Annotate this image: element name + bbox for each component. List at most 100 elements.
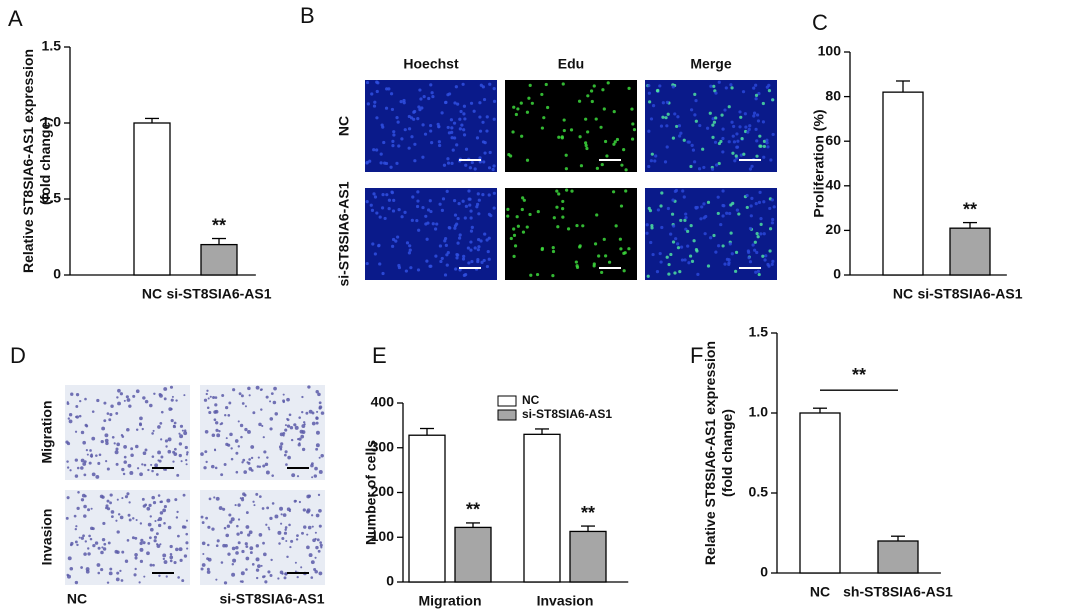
y-tick-label: 0	[833, 266, 841, 282]
cell	[175, 399, 178, 402]
cell	[761, 120, 766, 124]
cell	[479, 239, 483, 243]
cell	[463, 216, 467, 220]
cell	[235, 551, 239, 555]
cell	[208, 497, 212, 501]
cell	[249, 551, 253, 555]
cell	[756, 119, 761, 123]
cell	[546, 105, 550, 110]
cell	[721, 136, 725, 141]
cell	[271, 474, 274, 477]
cell	[141, 463, 144, 466]
cell	[452, 199, 457, 203]
cell	[373, 100, 377, 104]
cell	[402, 101, 406, 105]
cell	[384, 106, 389, 110]
cell	[721, 189, 725, 193]
cell	[477, 237, 481, 242]
cell	[693, 160, 697, 164]
cell	[183, 394, 186, 397]
cell	[408, 248, 412, 252]
cell	[126, 539, 130, 542]
cell	[709, 236, 713, 240]
cell	[540, 126, 544, 130]
cell	[375, 89, 379, 94]
cell	[693, 92, 697, 96]
cell	[480, 260, 484, 264]
column-label: Edu	[558, 56, 584, 72]
cell	[204, 429, 209, 434]
cell	[185, 541, 189, 545]
cell	[529, 273, 533, 277]
cell	[269, 516, 273, 521]
cell	[468, 203, 472, 207]
cell	[66, 460, 69, 463]
cell	[74, 474, 79, 478]
cell	[243, 470, 248, 474]
y-tick-label: 400	[371, 394, 395, 410]
cell	[75, 415, 78, 419]
cell	[658, 84, 662, 88]
cell	[416, 117, 420, 121]
cell	[91, 472, 96, 477]
cell	[230, 517, 235, 522]
cell	[311, 514, 314, 517]
cell	[77, 491, 80, 494]
bar	[408, 434, 446, 583]
micrograph	[200, 490, 325, 585]
cell	[158, 574, 161, 577]
cell	[311, 411, 315, 415]
cell	[75, 393, 80, 397]
cell	[727, 261, 731, 265]
cell	[397, 265, 402, 270]
cell	[562, 118, 566, 122]
cell	[117, 401, 121, 406]
cell	[410, 135, 414, 139]
significance: **	[852, 365, 866, 385]
cell	[141, 497, 145, 501]
cell	[752, 114, 756, 118]
panel-letter: D	[10, 343, 26, 368]
cell	[85, 449, 88, 452]
cell	[431, 222, 435, 226]
cell	[266, 506, 270, 510]
cell	[221, 394, 225, 398]
cell	[251, 563, 255, 566]
cell	[317, 549, 321, 553]
cell	[686, 229, 690, 233]
cell	[690, 259, 695, 263]
cell	[430, 141, 434, 145]
column-label: si-ST8SIA6-AS1	[219, 591, 324, 607]
cell	[185, 463, 188, 466]
cell	[375, 148, 379, 152]
y-tick-label: 0	[760, 564, 768, 580]
cell	[169, 552, 173, 556]
cell	[771, 132, 775, 137]
cell	[561, 207, 565, 211]
cell	[263, 552, 267, 557]
cell	[169, 544, 173, 549]
cell	[592, 264, 596, 268]
cell	[756, 269, 760, 273]
cell	[745, 193, 749, 198]
cell	[487, 166, 492, 170]
cell	[269, 400, 272, 403]
cell	[172, 450, 176, 454]
cell	[694, 205, 698, 210]
x-tick-label: NC	[142, 286, 162, 302]
cell	[66, 402, 70, 406]
cell	[87, 508, 91, 512]
cell	[430, 91, 434, 95]
cell	[755, 232, 759, 236]
cell	[283, 453, 287, 457]
cell	[303, 423, 306, 426]
cell	[711, 123, 715, 127]
cell	[702, 216, 706, 220]
cell	[478, 101, 482, 105]
cell	[446, 125, 450, 130]
cell	[240, 498, 245, 502]
cell	[223, 581, 228, 585]
cell	[206, 406, 210, 409]
cell	[245, 511, 249, 514]
cell	[214, 421, 219, 425]
